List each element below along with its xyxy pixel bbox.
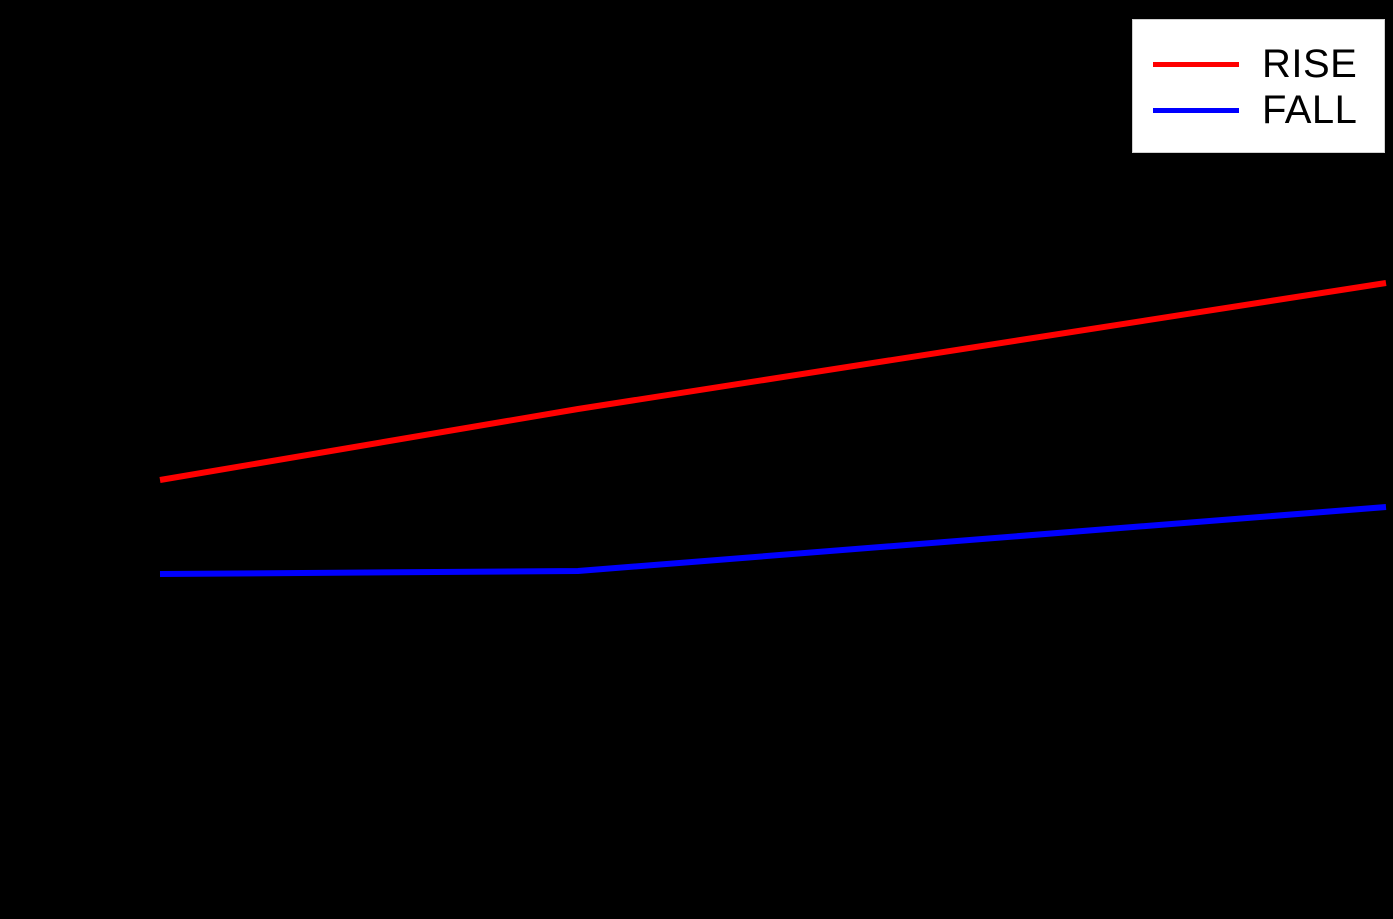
rise-series-line — [159, 280, 1387, 483]
legend-label-fall: FALL — [1262, 88, 1358, 132]
legend-entry-rise: RISE — [1153, 44, 1357, 84]
rise-swatch-icon — [1153, 61, 1239, 67]
fall-swatch-icon — [1153, 107, 1239, 113]
chart-legend: RISE FALL — [1132, 19, 1385, 153]
legend-label-rise: RISE — [1262, 42, 1358, 86]
fall-series-line — [159, 504, 1387, 577]
legend-entry-fall: FALL — [1153, 90, 1357, 130]
